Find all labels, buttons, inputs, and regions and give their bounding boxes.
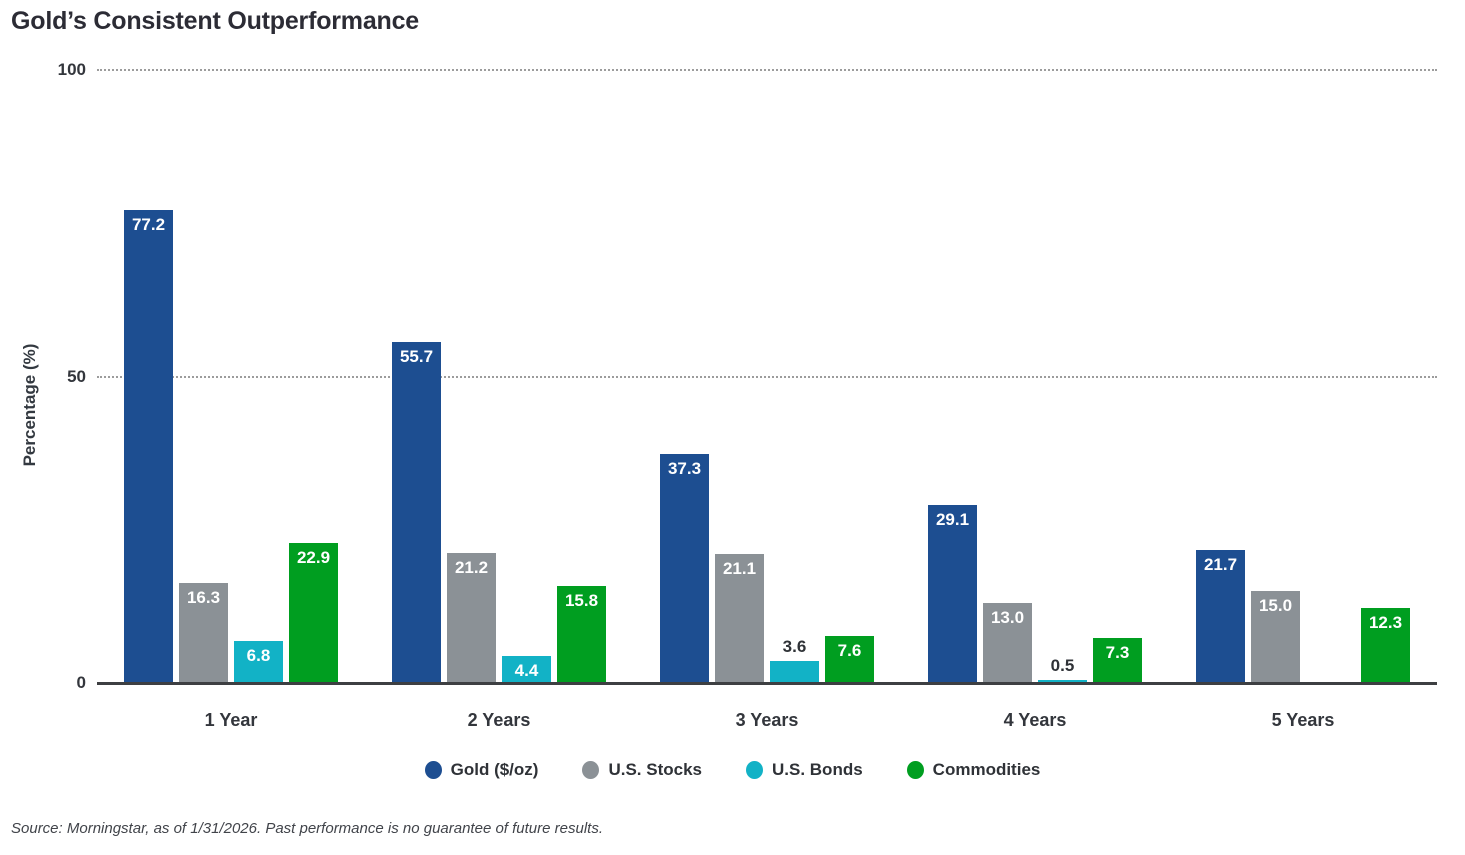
- bar-slot: 77.2: [124, 210, 173, 683]
- bar: 16.3: [179, 583, 228, 683]
- legend-label: U.S. Stocks: [608, 760, 702, 779]
- bar-group-3: 37.3 21.1 3.6 7.6 3 Years: [660, 454, 874, 730]
- y-tick-label: 0: [76, 673, 86, 692]
- bar-value-label: 6.8: [246, 646, 271, 665]
- bar-group-5: 21.7 15.0 12.3 5 Years: [1196, 550, 1410, 730]
- legend-label: Gold ($/oz): [450, 760, 539, 779]
- bar: 13.0: [983, 603, 1032, 683]
- bar-slot: 29.1: [928, 505, 977, 683]
- bar: 7.6: [825, 636, 874, 683]
- bar-slot: 13.0: [983, 603, 1032, 683]
- bar-value-label: 77.2: [131, 215, 166, 234]
- x-category-label: 3 Years: [735, 710, 799, 730]
- bar-value-label: 29.1: [935, 510, 970, 529]
- bar: 6.8: [234, 641, 283, 683]
- x-category-label: 2 Years: [467, 710, 531, 730]
- bar-value-label: 55.7: [399, 347, 434, 366]
- bar-group-4: 29.1 13.0 0.5 7.3 4 Years: [928, 505, 1142, 730]
- bar-value-label: 21.2: [454, 558, 489, 577]
- gridline: [97, 375, 1437, 378]
- y-tick-label: 100: [57, 60, 86, 79]
- bar-slot: 21.2: [447, 553, 496, 683]
- bar-value-label: 16.3: [186, 588, 221, 607]
- bar-slot: 22.9: [289, 543, 338, 683]
- legend-color-dot: [424, 761, 442, 779]
- bar-group-2: 55.7 21.2 4.4 15.8 2 Years: [392, 342, 606, 730]
- x-category-label: 4 Years: [1003, 710, 1067, 730]
- legend-item: Commodities: [906, 760, 1041, 780]
- bar: 37.3: [660, 454, 709, 683]
- bar: 21.1: [715, 554, 764, 683]
- bar-value-label: 7.3: [1105, 643, 1130, 662]
- bar: 15.0: [1251, 591, 1300, 683]
- legend-label: U.S. Bonds: [772, 760, 863, 779]
- x-axis-line: [97, 682, 1437, 685]
- bar-slot: 0.5: [1038, 656, 1087, 683]
- bar: 0.5: [1038, 656, 1087, 683]
- gridline: [97, 69, 1437, 71]
- bar-slot: 16.3: [179, 583, 228, 683]
- bar: 12.3: [1361, 608, 1410, 683]
- bar-slot: 55.7: [392, 342, 441, 683]
- bar-value-label: 22.9: [296, 548, 331, 567]
- legend-item: U.S. Stocks: [582, 760, 702, 780]
- bar: 7.3: [1093, 638, 1142, 683]
- bar: 15.8: [557, 586, 606, 683]
- bar-slot: 12.3: [1361, 608, 1410, 683]
- bar-value-label: 21.1: [722, 559, 757, 578]
- bar: 22.9: [289, 543, 338, 683]
- bar: 21.2: [447, 553, 496, 683]
- bar-slot: 21.1: [715, 554, 764, 683]
- legend-color-dot: [746, 761, 763, 779]
- bar: 29.1: [928, 505, 977, 683]
- bar-slot: 15.0: [1251, 591, 1300, 683]
- source-note: Source: Morningstar, as of 1/31/2026. Pa…: [11, 820, 604, 837]
- bar-value-label: 37.3: [667, 459, 702, 478]
- y-axis-title: Percentage (%): [20, 343, 39, 467]
- bar-value-label: 7.6: [837, 641, 862, 660]
- legend-item: U.S. Bonds: [746, 760, 863, 780]
- bar-slot: 3.6: [770, 637, 819, 683]
- legend-item: Gold ($/oz): [424, 760, 539, 780]
- bar-slot: 7.3: [1093, 638, 1142, 683]
- legend-color-dot: [906, 761, 924, 779]
- bar-slot: 6.8: [234, 641, 283, 683]
- bar-slot: 4.4: [502, 656, 551, 683]
- x-category-label: 1 Year: [204, 710, 258, 730]
- bar: 77.2: [124, 210, 173, 683]
- legend: Gold ($/oz) U.S. Stocks U.S. Bonds Commodit…: [0, 760, 1465, 780]
- bar-value-label: 15.8: [564, 591, 599, 610]
- bar-value-label: 4.4: [514, 661, 539, 680]
- bar-value-label: 13.0: [990, 608, 1025, 627]
- bar-group-1: 77.2 16.3 6.8 22.9 1 Year: [124, 210, 338, 730]
- legend-label: Commodities: [932, 760, 1041, 779]
- bar: 21.7: [1196, 550, 1245, 683]
- y-tick-label: 50: [67, 366, 86, 386]
- bar-value-label: 3.6: [782, 637, 807, 656]
- bar-slot: 7.6: [825, 636, 874, 683]
- bar: 4.4: [502, 656, 551, 683]
- bar-value-label: 12.3: [1368, 613, 1403, 632]
- bar-slot: 15.8: [557, 586, 606, 683]
- bar: 3.6: [770, 637, 819, 683]
- bar-value-label: 21.7: [1203, 555, 1238, 574]
- bar: 55.7: [392, 342, 441, 683]
- bar-value-label: 0.5: [1050, 656, 1075, 675]
- bar-slot: 37.3: [660, 454, 709, 683]
- bar-value-label: 15.0: [1258, 596, 1293, 615]
- legend-color-dot: [582, 761, 600, 779]
- bar-slot: 21.7: [1196, 550, 1245, 683]
- chart-title: Gold’s Consistent Outperformance: [11, 7, 420, 35]
- plot-area: 77.2 16.3 6.8 22.9 1 Year 55.7 21.2 4.4 15.8 2 Ye…: [97, 69, 1437, 730]
- x-category-label: 5 Years: [1271, 710, 1335, 730]
